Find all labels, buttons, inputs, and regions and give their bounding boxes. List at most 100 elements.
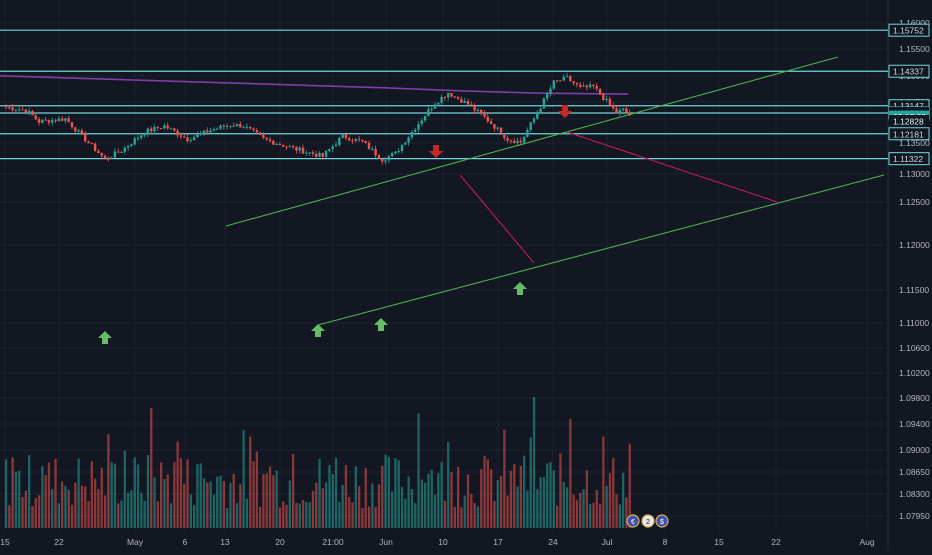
event-badge-icon[interactable]: [641, 514, 655, 528]
candle-body: [447, 93, 450, 98]
x-axis-tick-label: 24: [548, 537, 558, 547]
volume-bar: [127, 492, 130, 528]
up-arrow-icon: [374, 318, 388, 331]
candle-body: [338, 137, 341, 145]
candle-body: [334, 144, 338, 147]
candle-body: [57, 118, 60, 122]
candle-body: [90, 143, 93, 145]
channel-upper-line[interactable]: [225, 56, 839, 227]
candle-body: [166, 125, 169, 129]
event-badge-icon[interactable]: [626, 514, 640, 528]
volume-bar: [595, 489, 598, 528]
volume-bar: [143, 500, 146, 528]
x-axis-tick-label: Jun: [379, 537, 393, 547]
x-axis-tick-label: 17: [493, 537, 503, 547]
candle-body: [410, 131, 414, 138]
volume-bar: [433, 494, 437, 528]
volume-bar: [384, 454, 387, 528]
volume-bar: [268, 466, 272, 528]
y-axis-tick-label: 1.10600: [899, 343, 930, 353]
candle-body: [476, 109, 480, 111]
volume-bar: [565, 487, 569, 528]
volume-bar: [503, 429, 506, 528]
price-axis-tag: [889, 115, 929, 128]
volume-bar: [117, 503, 120, 528]
volume-bar: [582, 489, 585, 528]
candle-body: [272, 140, 275, 145]
volume-bar: [338, 502, 341, 528]
candle-body: [440, 97, 443, 103]
volume-bar: [407, 476, 410, 528]
volume-bar: [410, 489, 414, 528]
candle-body: [249, 126, 252, 129]
candle-body: [433, 104, 437, 109]
volume-bar: [539, 477, 542, 528]
volume-bar: [506, 495, 509, 528]
candle-body: [232, 125, 235, 127]
candle-body: [522, 136, 526, 143]
volume-bar: [292, 453, 295, 528]
candle-body: [315, 153, 318, 157]
x-axis-tick-label: 22: [54, 537, 64, 547]
volume-bar: [216, 476, 219, 528]
volume-bar: [546, 463, 549, 528]
candle-body: [258, 132, 262, 135]
volume-bar: [526, 490, 529, 528]
candle-body: [496, 127, 499, 129]
candle-body: [318, 152, 321, 157]
volume-bar: [64, 485, 67, 528]
candle-body: [473, 105, 476, 111]
volume-bar: [536, 489, 539, 528]
candle-body: [371, 148, 374, 150]
volume-bar: [598, 503, 602, 528]
volume-bar: [183, 483, 186, 528]
candle-body: [107, 158, 110, 160]
x-axis-tick-label: 20: [275, 537, 285, 547]
candle-body: [377, 155, 381, 159]
candle-body: [605, 98, 608, 100]
channel-lower-line[interactable]: [317, 174, 885, 326]
candle-body: [275, 143, 278, 145]
candle-body: [18, 109, 21, 111]
y-axis-tick-label: 1.13000: [899, 169, 930, 179]
price-axis-tag-label: 1.14337: [893, 67, 924, 77]
downtrend-line-june[interactable]: [459, 174, 535, 264]
volume-bar: [305, 501, 308, 528]
candle-body: [262, 134, 265, 138]
volume-bar: [229, 482, 232, 528]
candle-body: [470, 104, 473, 106]
y-axis-tick-label: 1.15500: [899, 44, 930, 54]
candle-body: [285, 146, 288, 148]
volume-bar: [242, 430, 245, 528]
volume-bar: [226, 507, 229, 528]
candle-body: [173, 128, 176, 131]
candle-body: [384, 160, 387, 162]
event-badge-icon[interactable]: [655, 514, 669, 528]
candle-body: [417, 124, 420, 130]
price-axis-tag-label: 1.12181: [893, 129, 924, 139]
volume-bar: [8, 505, 11, 528]
price-axis-tag-border: [888, 127, 930, 141]
candle-body: [295, 146, 298, 151]
candle-body: [242, 127, 245, 129]
candle-body: [552, 80, 555, 89]
volume-bar: [414, 502, 417, 528]
candle-body: [509, 140, 513, 142]
volume-bar: [420, 479, 423, 528]
volume-bar: [483, 455, 486, 528]
candle-body: [67, 118, 70, 123]
candle-body: [625, 108, 628, 113]
volume-bar: [156, 501, 159, 528]
volume-bar: [509, 470, 513, 528]
volume-bar: [176, 441, 179, 528]
downtrend-line-july[interactable]: [566, 131, 778, 203]
volume-bar: [295, 503, 298, 528]
candle-body: [608, 98, 612, 105]
volume-bar: [252, 461, 255, 528]
volume-bar: [57, 503, 60, 528]
volume-bar: [202, 478, 206, 528]
candle-body: [54, 120, 57, 122]
candle-body: [572, 81, 575, 84]
volume-bar: [80, 485, 84, 528]
